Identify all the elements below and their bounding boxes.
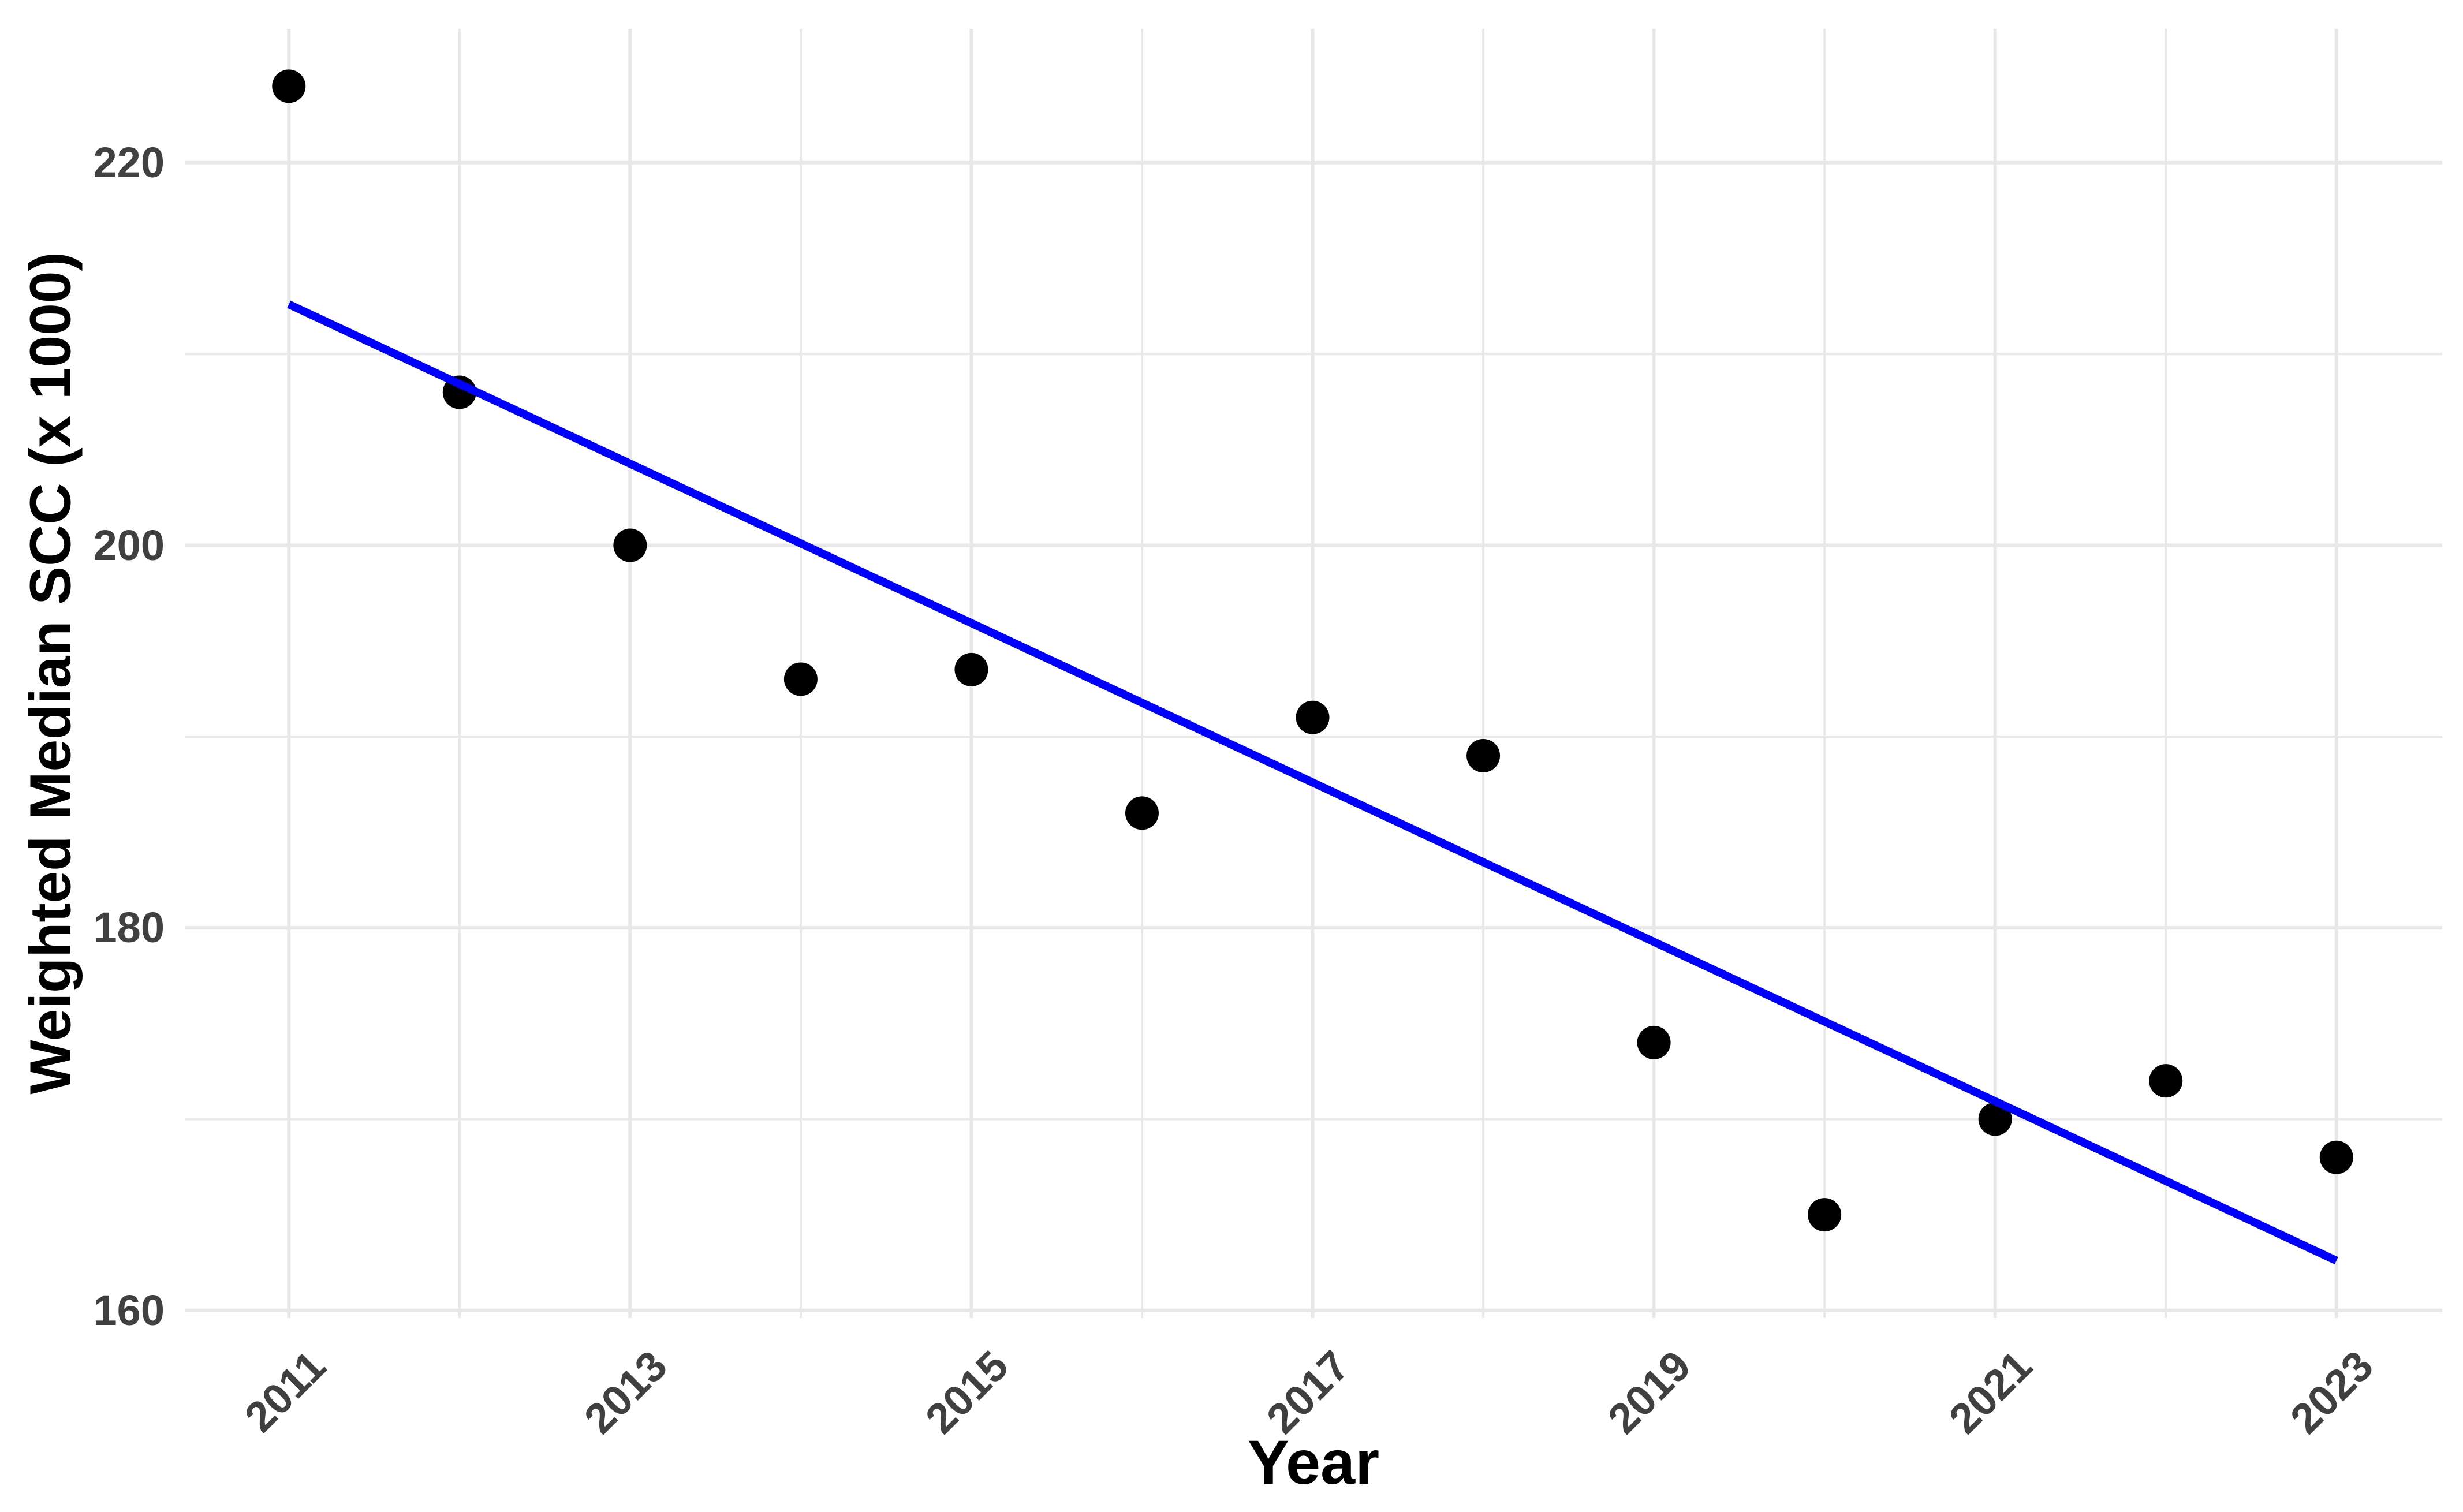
x-tick-label: 2011 [235,1341,335,1441]
y-axis-title: Weighted Median SCC (x 1000) [18,252,83,1095]
data-point [2149,1064,2183,1098]
y-tick-label: 160 [93,1286,165,1334]
x-tick-label: 2019 [1598,1341,1700,1443]
data-point [2319,1140,2353,1174]
data-point [1808,1198,1842,1232]
x-tick-label: 2015 [916,1341,1017,1443]
data-point [1125,796,1159,830]
y-tick-label: 220 [93,138,165,186]
y-tick-label: 200 [93,521,165,569]
data-point [272,69,306,103]
data-point [954,652,988,686]
data-point [1978,1102,2012,1136]
x-tick-label: 2023 [2281,1341,2383,1443]
data-point [1466,738,1501,772]
x-tick-label: 2021 [1939,1341,2042,1443]
x-tick-label: 2013 [574,1341,676,1443]
data-point [613,528,647,562]
plot-panel [185,29,2442,1318]
data-point [783,662,818,696]
y-tick-label: 180 [93,904,165,952]
trend-line [287,300,2338,1264]
x-axis-title: Year [1247,1427,1380,1497]
chart-canvas [185,29,2442,1318]
data-point [1637,1025,1671,1059]
data-point [1296,700,1330,734]
